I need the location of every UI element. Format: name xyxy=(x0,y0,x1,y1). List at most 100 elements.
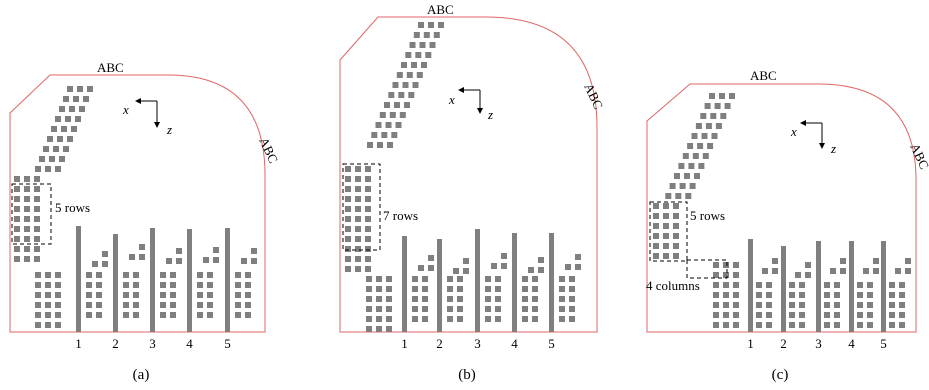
array-cell xyxy=(67,136,73,142)
array-cell xyxy=(86,282,92,288)
array-cell xyxy=(485,316,491,322)
abc-side-label: ABC xyxy=(581,81,606,112)
rows-label: 5 rows xyxy=(55,200,90,215)
array-cell xyxy=(495,296,501,302)
axes-indicator: x z xyxy=(790,120,836,156)
bar-number-label: 2 xyxy=(780,336,787,351)
abc-top-label: ABC xyxy=(97,60,124,75)
array-cell xyxy=(365,196,371,202)
array-cell xyxy=(438,22,444,28)
array-cell xyxy=(388,92,395,98)
array-cell xyxy=(365,206,371,212)
array-cell xyxy=(386,316,392,322)
bar-number-label: 3 xyxy=(815,336,822,351)
array-cell xyxy=(867,282,873,288)
array-cell xyxy=(365,166,371,172)
array-cell xyxy=(766,312,772,318)
array-cell xyxy=(418,22,424,28)
array-cell xyxy=(34,206,40,212)
vertical-bar xyxy=(748,239,753,332)
array-cell xyxy=(59,106,65,112)
bar-number-label: 3 xyxy=(474,336,481,351)
array-cell xyxy=(51,126,57,132)
array-cell xyxy=(24,236,30,242)
array-cell xyxy=(889,282,895,288)
array-cell xyxy=(720,113,727,119)
array-cell xyxy=(705,123,712,129)
z-axis-label: z xyxy=(830,141,836,156)
array-cell xyxy=(55,292,61,298)
array-cell xyxy=(889,322,895,328)
array-cell xyxy=(176,258,182,264)
array-cell xyxy=(663,243,669,249)
array-cell xyxy=(34,256,40,262)
array-cell xyxy=(673,253,679,259)
x-axis-label: x xyxy=(448,92,455,107)
array-cell xyxy=(653,223,659,229)
bar-number-label: 2 xyxy=(436,336,443,351)
array-cell xyxy=(197,292,203,298)
array-cell xyxy=(575,264,581,270)
panel-c: ABC ABC x z 5 rows 4 columns 1 2 3 4 5 (c) xyxy=(646,68,929,383)
array-cell xyxy=(241,258,247,264)
array-cell xyxy=(14,226,20,232)
array-cell xyxy=(824,282,830,288)
axes-indicator: x z xyxy=(448,87,493,122)
array-cell xyxy=(389,112,396,118)
vertical-bar xyxy=(437,239,442,332)
array-cell xyxy=(366,296,372,302)
vertical-bar xyxy=(816,241,821,332)
array-cell xyxy=(411,62,417,68)
array-cell xyxy=(895,268,901,274)
array-cell xyxy=(379,112,386,118)
array-cell xyxy=(733,272,739,278)
array-cell xyxy=(713,312,719,318)
array-cell xyxy=(207,282,213,288)
array-cell xyxy=(366,306,372,312)
array-cell xyxy=(713,322,719,328)
domain-boundary xyxy=(339,16,598,333)
array-cell xyxy=(422,316,428,322)
array-cell xyxy=(96,312,102,318)
array-cell xyxy=(345,236,351,242)
array-cell xyxy=(495,316,501,322)
array-cell xyxy=(67,86,73,92)
array-cell xyxy=(840,268,846,274)
array-cell xyxy=(69,106,75,112)
array-cell xyxy=(79,106,85,112)
array-cell xyxy=(55,116,61,122)
array-cell xyxy=(24,196,30,202)
array-cell xyxy=(559,306,565,312)
array-cell xyxy=(799,282,805,288)
array-cell xyxy=(24,256,30,262)
array-cell xyxy=(235,282,241,288)
array-cell xyxy=(522,316,528,322)
array-cell xyxy=(714,103,721,109)
array-cell xyxy=(569,286,575,292)
array-cell xyxy=(789,282,795,288)
array-cell xyxy=(663,253,669,259)
array-cell xyxy=(345,256,351,262)
array-cell xyxy=(166,258,172,264)
array-cell xyxy=(422,296,428,302)
array-cell xyxy=(824,302,830,308)
array-cell xyxy=(65,116,71,122)
array-cell xyxy=(365,236,371,242)
array-cell xyxy=(729,93,735,99)
array-cell xyxy=(799,312,805,318)
array-cell xyxy=(428,255,434,261)
array-cell xyxy=(457,306,463,312)
array-cell xyxy=(365,186,371,192)
array-cell xyxy=(421,62,427,68)
array-cell xyxy=(713,272,719,278)
array-cell xyxy=(355,166,361,172)
array-cell xyxy=(345,196,351,202)
array-cell xyxy=(691,133,698,139)
array-cell xyxy=(713,262,719,268)
array-cell xyxy=(366,316,372,322)
array-cell xyxy=(701,133,708,139)
array-cell xyxy=(386,326,392,332)
array-cell xyxy=(528,267,534,273)
array-cell xyxy=(376,276,382,282)
array-cell xyxy=(412,296,418,302)
